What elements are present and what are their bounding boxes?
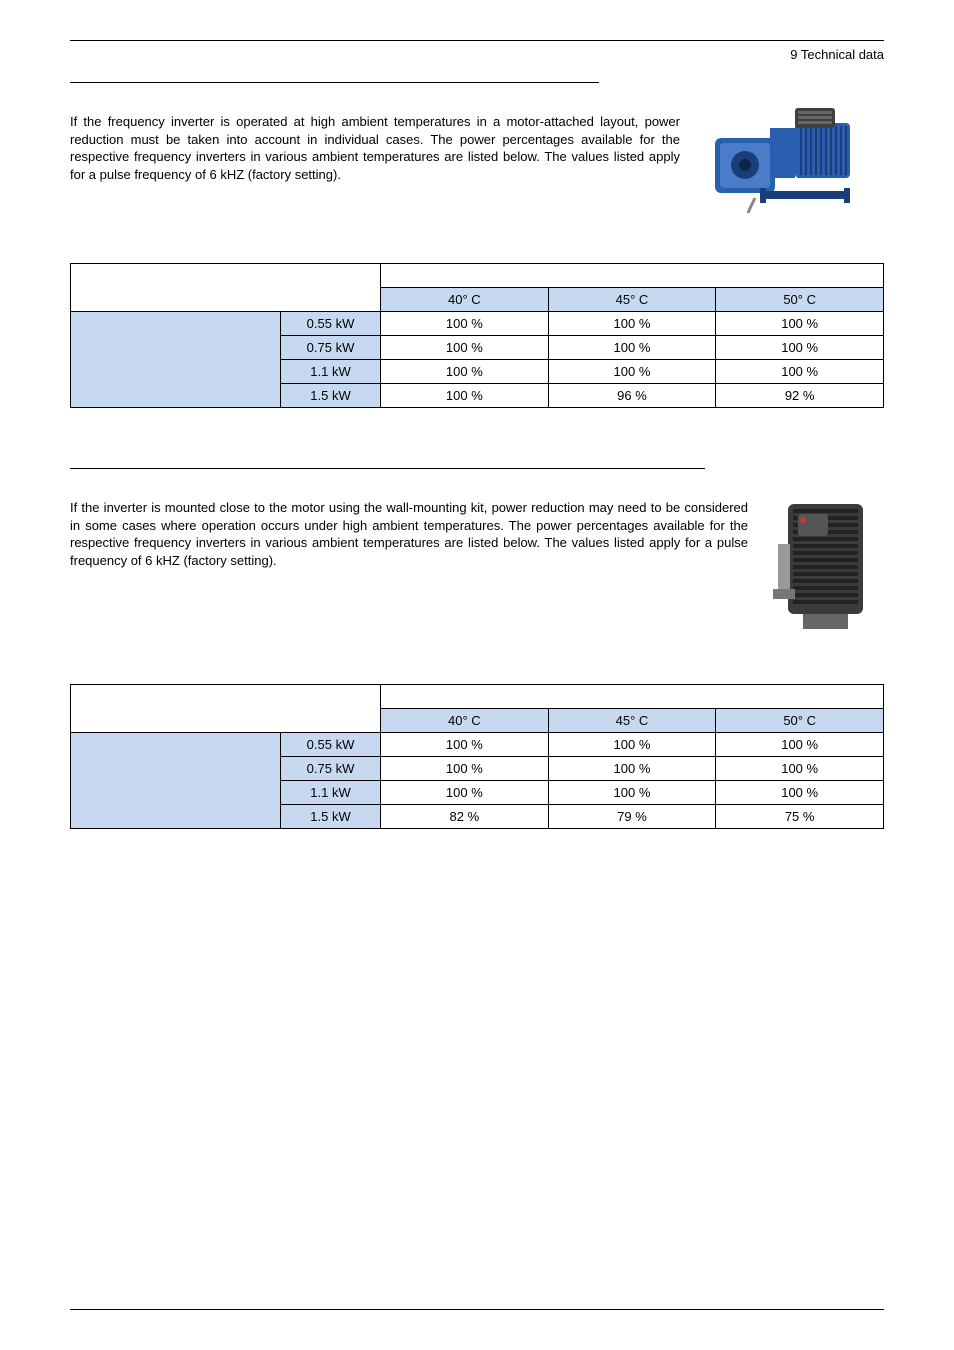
value-cell: 79 %	[548, 805, 716, 829]
value-cell: 100 %	[548, 336, 716, 360]
power-cell: 0.75 kW	[281, 757, 381, 781]
value-cell: 100 %	[548, 360, 716, 384]
section1-paragraph: If the frequency inverter is operated at…	[70, 113, 680, 183]
power-cell: 1.1 kW	[281, 781, 381, 805]
power-cell: 0.55 kW	[281, 312, 381, 336]
value-cell: 100 %	[548, 757, 716, 781]
value-cell: 100 %	[548, 312, 716, 336]
value-cell: 100 %	[716, 360, 884, 384]
col-header-40c: 40° C	[381, 288, 549, 312]
power-cell: 1.5 kW	[281, 384, 381, 408]
table-empty-header	[71, 264, 381, 288]
value-cell: 96 %	[548, 384, 716, 408]
value-cell: 75 %	[716, 805, 884, 829]
table-row-label	[71, 733, 281, 829]
header-rule	[70, 40, 884, 41]
value-cell: 100 %	[716, 336, 884, 360]
power-cell: 0.55 kW	[281, 733, 381, 757]
col-header-40c: 40° C	[381, 709, 549, 733]
table-empty-header	[71, 685, 381, 709]
value-cell: 92 %	[716, 384, 884, 408]
section1-row: If the frequency inverter is operated at…	[70, 113, 884, 223]
section1-table: 40° C 45° C 50° C 0.55 kW 100 % 100 % 10…	[70, 263, 884, 408]
section2-underline	[70, 468, 705, 469]
col-header-45c: 45° C	[548, 709, 716, 733]
table-temp-group-header	[381, 685, 884, 709]
value-cell: 100 %	[548, 733, 716, 757]
section2-paragraph: If the inverter is mounted close to the …	[70, 499, 748, 569]
value-cell: 100 %	[716, 733, 884, 757]
section2-row: If the inverter is mounted close to the …	[70, 499, 884, 644]
col-header-50c: 50° C	[716, 288, 884, 312]
value-cell: 100 %	[381, 384, 549, 408]
section2-table: 40° C 45° C 50° C 0.55 kW 100 % 100 % 10…	[70, 684, 884, 829]
value-cell: 100 %	[381, 781, 549, 805]
value-cell: 100 %	[716, 781, 884, 805]
table-empty-header2	[71, 288, 381, 312]
table-row-label	[71, 312, 281, 408]
table-row: 0.55 kW 100 % 100 % 100 %	[71, 733, 884, 757]
value-cell: 100 %	[381, 336, 549, 360]
value-cell: 100 %	[381, 757, 549, 781]
table-empty-header2	[71, 709, 381, 733]
value-cell: 100 %	[716, 757, 884, 781]
power-cell: 0.75 kW	[281, 336, 381, 360]
table-temp-group-header	[381, 264, 884, 288]
value-cell: 100 %	[381, 360, 549, 384]
value-cell: 100 %	[381, 733, 549, 757]
table-row: 0.55 kW 100 % 100 % 100 %	[71, 312, 884, 336]
value-cell: 100 %	[548, 781, 716, 805]
section1-motor-image	[700, 93, 865, 223]
value-cell: 100 %	[381, 312, 549, 336]
power-cell: 1.1 kW	[281, 360, 381, 384]
power-cell: 1.5 kW	[281, 805, 381, 829]
chapter-label: 9 Technical data	[70, 47, 884, 62]
section1-underline	[70, 82, 599, 83]
col-header-50c: 50° C	[716, 709, 884, 733]
footer-rule	[70, 1309, 884, 1310]
col-header-45c: 45° C	[548, 288, 716, 312]
value-cell: 100 %	[716, 312, 884, 336]
section2-inverter-image	[768, 484, 884, 644]
value-cell: 82 %	[381, 805, 549, 829]
